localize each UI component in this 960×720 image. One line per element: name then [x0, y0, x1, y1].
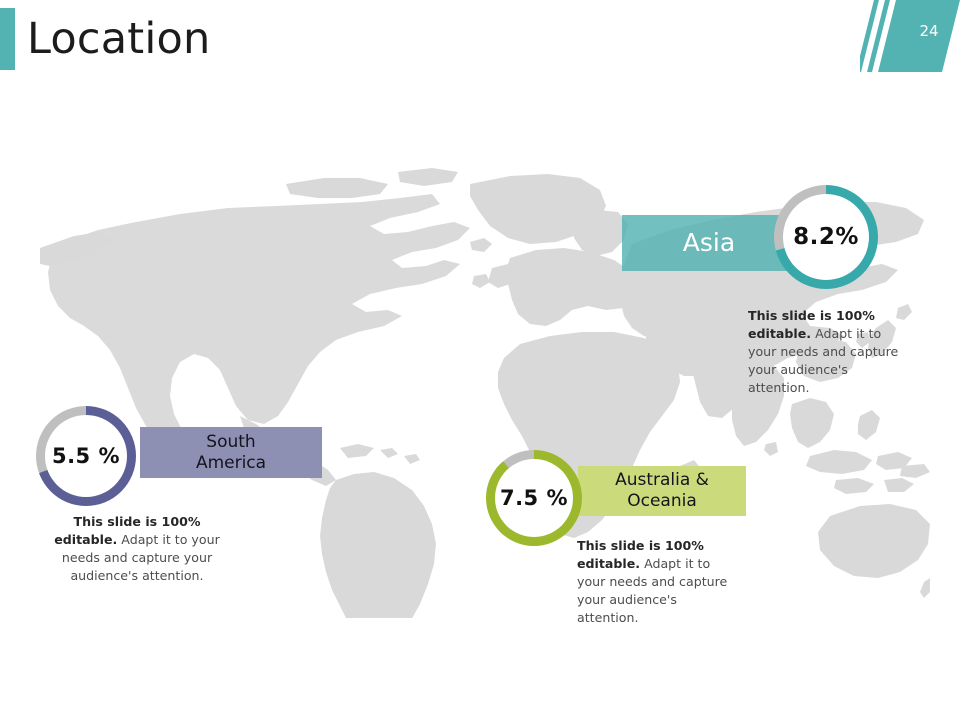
region-asia-label: Asia: [682, 227, 736, 257]
region-south-america-desc-rest: Adapt it to your needs and capture your …: [61, 531, 220, 583]
region-australia-label: Australia & Oceania: [615, 470, 709, 511]
region-australia-description: This slide is 100% editable. Adapt it to…: [577, 537, 737, 626]
region-australia-label-bar: Australia & Oceania: [578, 466, 746, 516]
region-asia-value: 8.2%: [793, 224, 859, 250]
region-asia-donut-hole: 8.2%: [783, 194, 869, 280]
region-south-america[interactable]: South America 5.5 % This slide is 100% e…: [36, 406, 336, 606]
region-australia-desc-rest: Adapt it to your needs and capture your …: [577, 555, 728, 625]
region-asia-desc-bold: This slide is 100%: [748, 308, 875, 323]
page-number-badge: 24: [860, 0, 960, 72]
region-australia-desc-bold2: editable.: [577, 555, 641, 571]
region-asia-desc-bold2: editable.: [748, 325, 812, 341]
region-south-america-donut-hole: 5.5 %: [45, 415, 127, 497]
region-asia-desc-rest: Adapt it to your needs and capture your …: [748, 325, 899, 395]
region-australia-label-line2: Oceania: [627, 491, 697, 511]
region-south-america-description: This slide is 100% editable. Adapt it to…: [53, 513, 221, 585]
region-australia-donut-chart: 7.5 %: [486, 450, 582, 546]
region-south-america-desc-bold2: editable.: [54, 531, 118, 547]
region-australia-oceania[interactable]: Australia & Oceania 7.5 % This slide is …: [486, 450, 786, 630]
region-south-america-label-line1: South: [206, 431, 256, 452]
region-asia-description: This slide is 100% editable. Adapt it to…: [748, 307, 908, 396]
region-asia[interactable]: Asia 8.2% This slide is 100% editable. A…: [622, 185, 942, 395]
region-australia-value: 7.5 %: [499, 486, 569, 510]
region-asia-label-bar: Asia: [622, 215, 796, 271]
region-australia-desc-bold: This slide is 100%: [577, 538, 704, 553]
region-south-america-donut-chart: 5.5 %: [36, 406, 136, 506]
region-australia-donut-hole: 7.5 %: [495, 459, 573, 537]
region-australia-label-line1: Australia &: [615, 470, 709, 491]
region-south-america-label: South America: [196, 432, 266, 473]
page-title: Location: [27, 14, 211, 64]
header-accent-bar: [0, 8, 15, 70]
slide-header: Location: [0, 0, 960, 78]
page-number: 24: [919, 22, 939, 40]
region-asia-donut-chart: 8.2%: [774, 185, 878, 289]
region-south-america-label-line2: America: [195, 452, 267, 473]
region-south-america-desc-bold: This slide is 100%: [73, 514, 201, 529]
region-south-america-label-bar: South America: [140, 427, 322, 478]
region-south-america-value: 5.5 %: [51, 444, 121, 468]
